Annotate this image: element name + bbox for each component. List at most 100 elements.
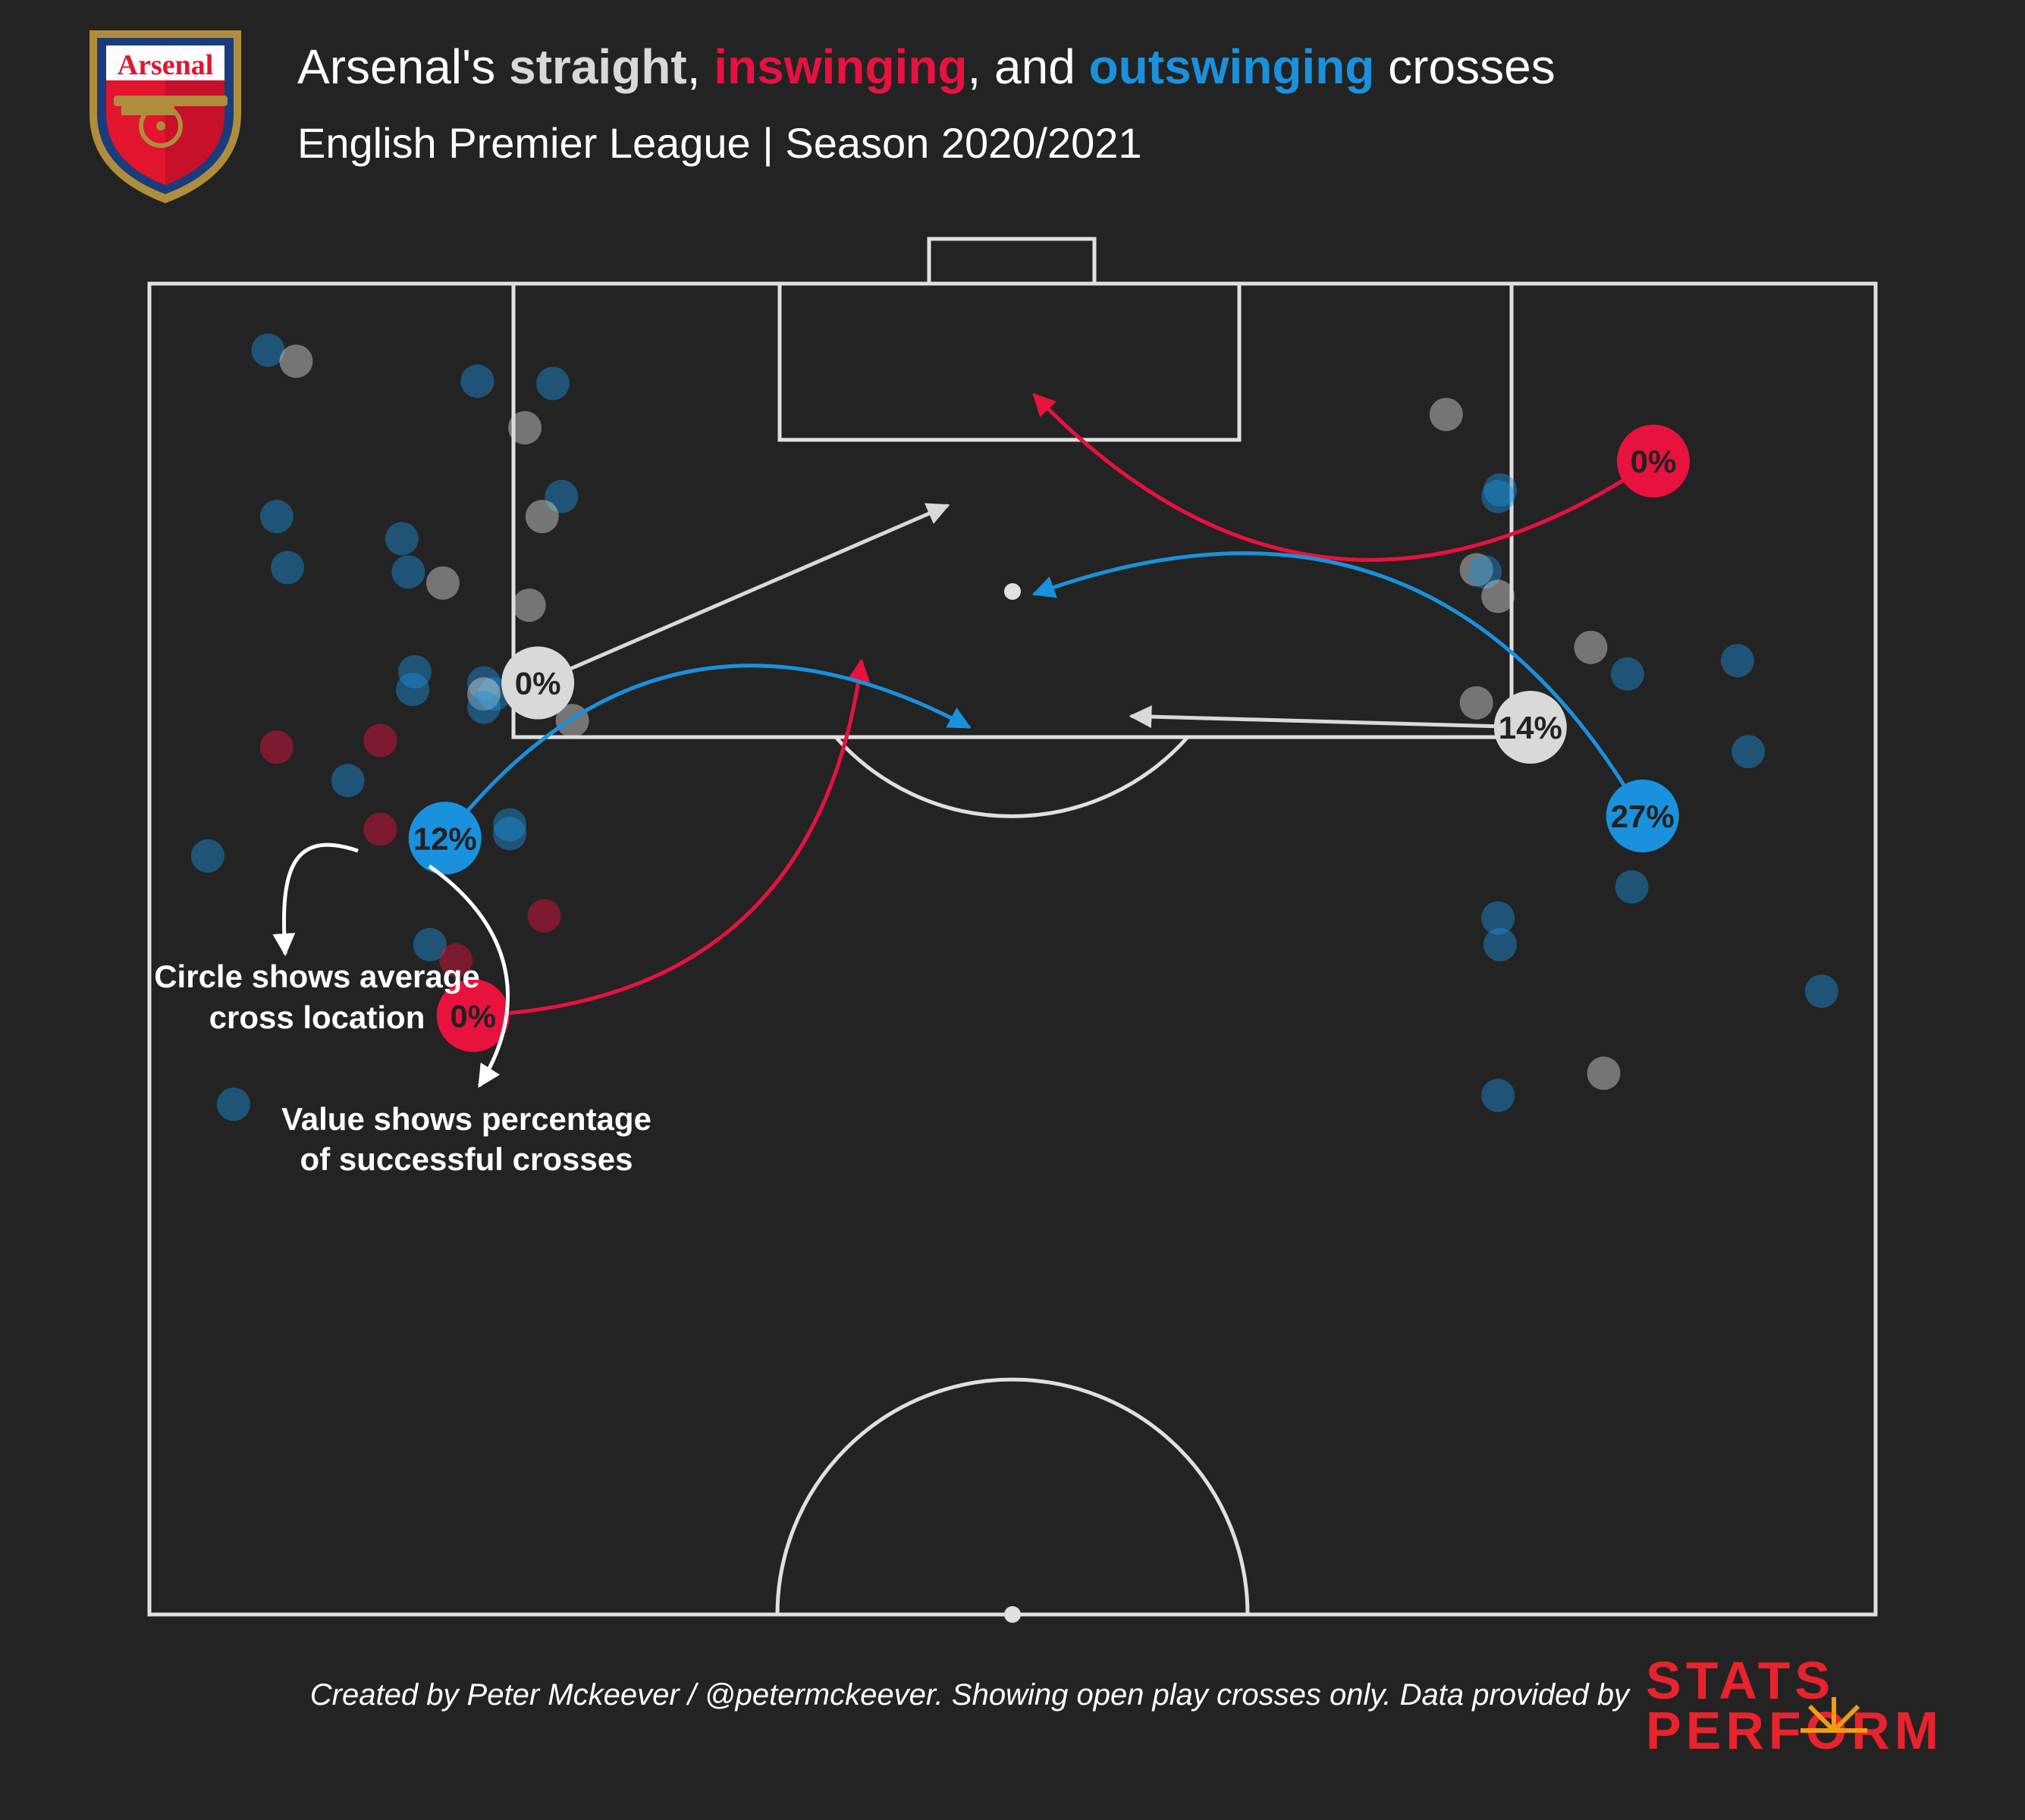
sunburst-icon <box>1801 1697 1867 1733</box>
avg-arrow-left-outswinging <box>443 664 972 839</box>
value-annotation-arrow <box>428 864 510 1088</box>
cross-point-outswinging <box>1804 974 1838 1009</box>
cross-point-outswinging <box>1481 901 1515 935</box>
circle-annotation-line2: cross location <box>209 999 425 1035</box>
cross-point-outswinging <box>493 808 527 842</box>
avg-marker-left-outswinging: 12% <box>408 802 482 875</box>
cross-point-outswinging <box>460 364 494 398</box>
cross-point-outswinging <box>413 927 447 962</box>
average-arrows-layer <box>443 393 1655 1018</box>
cross-point-outswinging <box>259 500 294 534</box>
avg-circle-left-inswinging <box>436 979 510 1053</box>
avg-arrow-left-inswinging <box>472 658 871 1018</box>
cross-point-straight <box>466 677 501 711</box>
cross-point-straight <box>1429 397 1463 431</box>
cross-point-inswinging <box>438 943 472 977</box>
cross-point-straight <box>512 588 546 623</box>
cross-point-outswinging <box>190 839 224 873</box>
footer-credit: Created by Peter Mckeever / @petermckeev… <box>310 1678 1631 1712</box>
centre-circle <box>775 1377 1250 1615</box>
cross-point-outswinging <box>1468 555 1502 589</box>
avg-circle-right-outswinging <box>1606 780 1679 852</box>
title-outswinging: outswinging <box>1089 39 1375 94</box>
title-inswinging: inswinging <box>714 39 967 94</box>
cross-point-outswinging <box>1481 1078 1515 1112</box>
cross-point-outswinging <box>397 654 432 689</box>
cross-point-outswinging <box>1720 644 1754 678</box>
cross-point-straight <box>525 500 559 534</box>
cross-point-straight <box>279 344 313 378</box>
cross-dots-layer <box>190 333 1838 1122</box>
avg-label-right-straight: 14% <box>1499 710 1562 745</box>
cross-point-outswinging <box>466 690 501 724</box>
cross-point-straight <box>1587 1056 1621 1090</box>
stats-perform-logo: STATS PERFORM <box>1646 1651 1943 1760</box>
avg-circle-right-inswinging <box>1616 425 1690 497</box>
cross-point-outswinging <box>396 673 430 707</box>
avg-arrow-right-straight <box>1129 705 1531 730</box>
avg-marker-left-inswinging: 0% <box>436 979 510 1053</box>
avg-circle-left-straight <box>501 646 575 720</box>
cross-point-outswinging <box>1615 870 1649 904</box>
avg-marker-right-straight: 14% <box>1493 691 1567 764</box>
cross-point-outswinging <box>1483 927 1517 962</box>
cross-point-straight <box>508 411 542 445</box>
avg-marker-right-inswinging: 0% <box>1616 425 1690 497</box>
chart-title: Arsenal's straight, inswinging, and outs… <box>297 39 1556 94</box>
cross-point-outswinging <box>251 333 285 367</box>
cross-point-outswinging <box>1610 657 1644 691</box>
six-yard-box <box>777 281 1242 442</box>
cross-point-outswinging <box>385 522 419 556</box>
avg-label-left-inswinging: 0% <box>450 998 496 1034</box>
cross-point-inswinging <box>259 730 294 764</box>
crest-text: Arsenal <box>118 49 214 81</box>
circle-annotation-arrow <box>272 843 359 956</box>
cross-point-outswinging <box>1731 735 1766 769</box>
value-annotation-line2: of successful crosses <box>300 1141 633 1177</box>
avg-label-right-inswinging: 0% <box>1631 444 1677 479</box>
circle-annotation-line1: Circle shows average <box>154 959 480 994</box>
cross-point-outswinging <box>1481 479 1515 513</box>
cross-point-straight <box>1459 686 1493 720</box>
avg-arrow-right-inswinging <box>1032 393 1655 562</box>
cross-point-outswinging <box>216 1087 250 1122</box>
penalty-arc <box>834 736 1189 818</box>
arsenal-crest-logo: Arsenal <box>89 30 241 203</box>
title-suffix: crosses <box>1374 39 1555 94</box>
legend-annotations: Circle shows average cross location Valu… <box>154 843 651 1177</box>
pitch <box>147 237 1878 1623</box>
cross-point-outswinging <box>1483 473 1517 507</box>
cross-point-inswinging <box>363 723 397 758</box>
stats-perform-logo-line2: PERFORM <box>1646 1701 1943 1760</box>
title-prefix: Arsenal's <box>297 39 509 94</box>
cross-point-straight <box>1481 579 1515 613</box>
cross-point-straight <box>1459 553 1493 587</box>
penalty-box <box>511 281 1514 739</box>
avg-circle-left-outswinging <box>408 802 482 875</box>
cross-point-outswinging <box>391 555 425 589</box>
avg-circle-right-straight <box>1493 691 1567 764</box>
title-straight: straight <box>509 39 687 94</box>
cross-point-outswinging <box>331 764 365 798</box>
avg-label-left-straight: 0% <box>515 666 561 701</box>
cross-point-inswinging <box>363 812 397 846</box>
cross-point-inswinging <box>527 899 561 933</box>
chart-subtitle: English Premier League | Season 2020/202… <box>297 119 1142 167</box>
average-circles-layer: 0% 0% 12% 14% 0% 27% <box>408 425 1690 1053</box>
cross-point-outswinging <box>271 551 305 585</box>
value-annotation-line1: Value shows percentage <box>281 1101 651 1137</box>
centre-spot <box>1004 1606 1021 1623</box>
avg-label-right-outswinging: 27% <box>1611 799 1675 834</box>
goal <box>927 237 1097 286</box>
penalty-spot <box>1004 583 1021 600</box>
avg-arrow-left-straight <box>537 503 950 685</box>
avg-arrow-right-outswinging <box>1031 551 1644 817</box>
cross-point-straight <box>425 566 460 600</box>
avg-marker-left-straight: 0% <box>501 646 575 720</box>
cross-point-outswinging <box>493 817 527 851</box>
cross-point-outswinging <box>536 366 570 400</box>
avg-marker-right-outswinging: 27% <box>1606 780 1679 852</box>
title-and: , and <box>967 39 1088 94</box>
stats-perform-logo-line1: STATS <box>1646 1651 1835 1710</box>
